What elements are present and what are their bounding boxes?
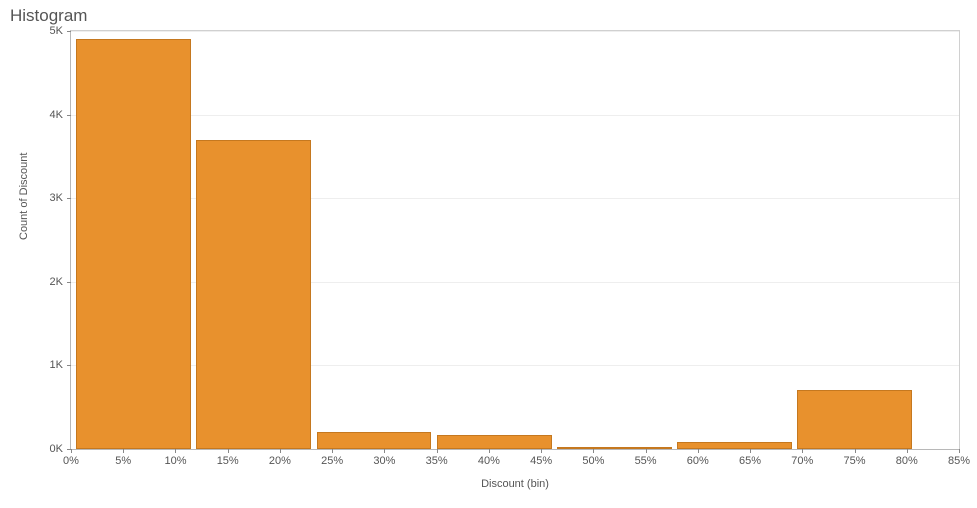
x-tick-label: 45%	[530, 449, 552, 467]
y-axis-label: Count of Discount	[18, 153, 30, 240]
x-tick-label: 80%	[896, 449, 918, 467]
y-tick-label: 3K	[50, 192, 71, 204]
y-tick-label: 5K	[50, 25, 71, 37]
histogram-bar[interactable]	[196, 140, 311, 449]
grid-line	[71, 115, 959, 116]
histogram-bar[interactable]	[797, 390, 912, 449]
x-tick-label: 35%	[426, 449, 448, 467]
plot-area: 0K1K2K3K4K5K0%5%10%15%20%25%30%35%40%45%…	[70, 30, 960, 450]
x-axis-label: Discount (bin)	[70, 478, 960, 490]
x-tick-label: 5%	[115, 449, 131, 467]
x-tick-label: 0%	[63, 449, 79, 467]
x-tick-label: 85%	[948, 449, 970, 467]
x-tick-label: 15%	[217, 449, 239, 467]
histogram-bar[interactable]	[76, 39, 191, 449]
y-tick-label: 2K	[50, 276, 71, 288]
chart-container: Histogram 0K1K2K3K4K5K0%5%10%15%20%25%30…	[0, 0, 977, 508]
histogram-bar[interactable]	[437, 435, 552, 449]
x-tick-label: 55%	[635, 449, 657, 467]
histogram-bar[interactable]	[557, 447, 672, 450]
x-tick-label: 25%	[321, 449, 343, 467]
x-tick-label: 10%	[164, 449, 186, 467]
chart-title: Histogram	[10, 6, 87, 26]
x-tick-label: 70%	[791, 449, 813, 467]
x-tick-label: 50%	[582, 449, 604, 467]
x-tick-label: 60%	[687, 449, 709, 467]
x-tick-label: 75%	[844, 449, 866, 467]
x-tick-label: 30%	[373, 449, 395, 467]
histogram-bar[interactable]	[677, 442, 792, 449]
y-tick-label: 1K	[50, 359, 71, 371]
grid-line	[71, 31, 959, 32]
x-tick-label: 40%	[478, 449, 500, 467]
x-tick-label: 65%	[739, 449, 761, 467]
y-tick-label: 4K	[50, 109, 71, 121]
histogram-bar[interactable]	[317, 432, 432, 449]
x-tick-label: 20%	[269, 449, 291, 467]
